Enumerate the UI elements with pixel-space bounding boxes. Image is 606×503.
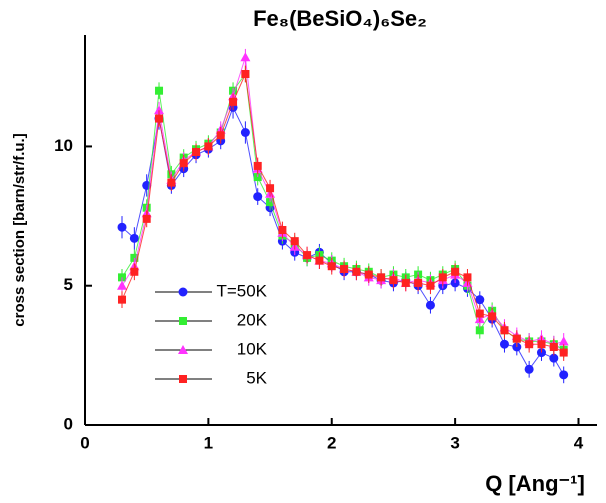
data-point: [401, 278, 410, 287]
data-point: [475, 309, 484, 318]
data-point: [425, 300, 435, 310]
data-point: [204, 142, 213, 151]
data-point: [154, 105, 165, 115]
chart-title: Fe₈(BeSiO₄)₆Se₂: [253, 6, 427, 31]
data-point: [426, 281, 435, 290]
data-point: [512, 334, 521, 343]
data-point: [451, 267, 460, 276]
data-point: [117, 222, 127, 232]
data-point: [117, 280, 128, 290]
data-point: [559, 370, 569, 380]
data-point: [488, 312, 497, 321]
data-point: [364, 270, 373, 279]
data-point: [142, 214, 151, 223]
series-line: [121, 72, 564, 351]
legend-marker: [179, 375, 187, 383]
x-tick-label: 1: [204, 433, 213, 452]
data-point: [216, 131, 225, 140]
x-axis-label: Q [Ang⁻¹]: [485, 471, 585, 496]
data-point: [499, 339, 509, 349]
data-point: [438, 273, 447, 282]
data-point: [240, 128, 250, 137]
data-point: [475, 326, 484, 335]
legend-label: 5K: [246, 368, 267, 387]
data-point: [475, 295, 485, 305]
data-point: [559, 348, 568, 357]
data-point: [155, 86, 164, 95]
data-point: [525, 340, 534, 349]
data-point: [253, 192, 263, 202]
data-point: [130, 267, 139, 276]
data-point: [315, 256, 324, 265]
data-point: [327, 262, 336, 271]
data-point: [179, 159, 188, 168]
x-tick-label: 3: [450, 433, 459, 452]
data-point: [377, 273, 386, 282]
x-tick-label: 0: [80, 433, 89, 452]
legend-label: 20K: [237, 310, 268, 329]
data-point: [414, 278, 423, 287]
y-tick-label: 5: [64, 275, 73, 294]
data-point: [240, 52, 251, 62]
y-tick-label: 0: [64, 414, 73, 433]
data-point: [340, 265, 349, 273]
legend-label: T=50K: [216, 281, 267, 300]
data-point: [290, 237, 299, 246]
data-point: [241, 70, 250, 78]
y-tick-label: 10: [54, 136, 73, 155]
data-point: [352, 267, 361, 276]
data-point: [192, 148, 201, 156]
series-line: [121, 57, 564, 345]
data-point: [155, 114, 164, 123]
data-point: [253, 161, 262, 170]
data-point: [549, 353, 559, 363]
legend-label: 10K: [237, 339, 268, 358]
legend-marker: [178, 287, 188, 297]
x-tick-label: 4: [574, 433, 584, 452]
data-point: [389, 276, 398, 285]
data-point: [278, 226, 287, 234]
data-point: [118, 295, 127, 304]
data-point: [500, 326, 509, 335]
data-point: [558, 336, 569, 346]
data-point: [463, 273, 472, 282]
series-line: [121, 106, 565, 376]
data-point: [229, 97, 238, 106]
data-point: [266, 184, 275, 193]
data-point: [129, 233, 139, 243]
legend-marker: [178, 345, 188, 354]
data-point: [549, 343, 558, 351]
x-tick-label: 2: [327, 433, 336, 452]
legend-marker: [179, 317, 187, 325]
data-point: [524, 364, 534, 374]
data-point: [167, 178, 176, 187]
y-axis-label: cross section [barn/str/f.u.]: [11, 133, 28, 326]
series-line: [121, 72, 564, 354]
data-point: [537, 340, 546, 349]
data-point: [303, 251, 312, 260]
